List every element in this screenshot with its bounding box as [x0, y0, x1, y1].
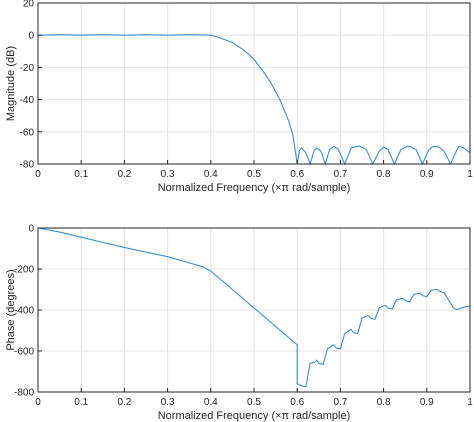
phase-ytick-label-2: -400 [14, 306, 34, 317]
phase-xtick-label-8: 0.8 [377, 397, 391, 408]
phase-xtick-label-0: 0 [35, 397, 41, 408]
phase-x-axis-label: Normalized Frequency (×π rad/sample) [158, 410, 351, 422]
phase-xtick-label-3: 0.3 [161, 397, 175, 408]
phase-ytick-label-4: -800 [14, 388, 34, 399]
magnitude-xtick-label-3: 0.3 [161, 169, 175, 180]
magnitude-xtick-label-7: 0.7 [333, 169, 347, 180]
magnitude-ytick-label-0: 20 [23, 0, 35, 10]
magnitude-xtick-label-9: 0.9 [420, 169, 434, 180]
phase-y-axis-label: Phase (degrees) [5, 269, 17, 350]
magnitude-plot: 0 0.1 0.2 0.3 0.4 0.5 0.6 0.7 0.8 0.9 1 20 0 -20 -40 -6… [5, 0, 473, 194]
magnitude-xtick-label-1: 0.1 [74, 169, 88, 180]
magnitude-xtick-label-4: 0.4 [204, 169, 218, 180]
phase-plot: 0 0.1 0.2 0.3 0.4 0.5 0.6 0.7 0.8 0.9 1 0 -200 -400 -6… [5, 224, 473, 422]
phase-ytick-label-1: -200 [14, 265, 34, 276]
phase-series-line-0 [37, 227, 471, 388]
magnitude-xtick-label-8: 0.8 [377, 169, 391, 180]
phase-ytick-label-0: 0 [28, 224, 34, 235]
phase-xtick-label-1: 0.1 [74, 397, 88, 408]
phase-xtick-label-9: 0.9 [420, 397, 434, 408]
phase-xtick-label-6: 0.6 [290, 397, 304, 408]
magnitude-xtick-label-6: 0.6 [290, 169, 304, 180]
phase-xtick-label-2: 0.2 [117, 397, 131, 408]
magnitude-ytick-label-4: -60 [20, 127, 35, 138]
magnitude-x-axis-label: Normalized Frequency (×π rad/sample) [158, 182, 351, 194]
magnitude-xtick-label-0: 0 [35, 169, 41, 180]
phase-ytick-label-3: -600 [14, 347, 34, 358]
phase-xtick-label-4: 0.4 [204, 397, 218, 408]
phase-xtick-label-5: 0.5 [247, 397, 261, 408]
magnitude-ytick-label-3: -40 [20, 95, 35, 106]
phase-xtick-label-7: 0.7 [333, 397, 347, 408]
magnitude-y-axis-label: Magnitude (dB) [5, 46, 17, 121]
magnitude-xtick-label-2: 0.2 [117, 169, 131, 180]
magnitude-xtick-label-10: 1 [467, 169, 473, 180]
phase-xtick-label-10: 1 [467, 397, 473, 408]
magnitude-xtick-label-5: 0.5 [247, 169, 261, 180]
magnitude-ytick-label-5: -80 [20, 160, 35, 171]
magnitude-ytick-label-2: -20 [20, 63, 35, 74]
magnitude-ytick-label-1: 0 [28, 31, 34, 42]
